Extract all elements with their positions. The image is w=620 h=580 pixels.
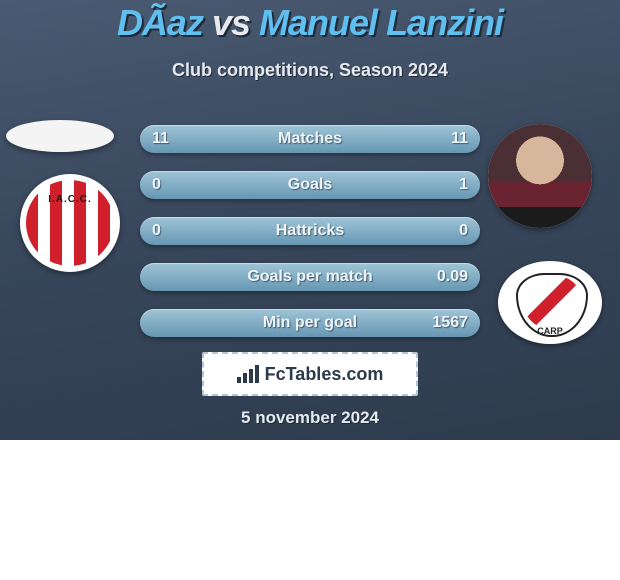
player1-avatar: [6, 120, 114, 152]
title-player-2: Manuel Lanzini: [259, 2, 503, 43]
stat-p2-value: 0.09: [437, 263, 468, 291]
stat-label: Goals per match: [140, 263, 480, 291]
card-title: DÃ­az vs Manuel Lanzini: [0, 2, 620, 44]
stat-p2-value: 1: [459, 171, 468, 199]
comparison-card: DÃ­az vs Manuel Lanzini Club competition…: [0, 0, 620, 580]
player2-face-graphic: [488, 124, 592, 228]
stat-row: 0 Hattricks 0: [140, 217, 480, 245]
stat-p2-value: 1567: [432, 309, 468, 337]
title-vs: vs: [212, 2, 250, 43]
player1-club-crest: [20, 174, 120, 272]
stats-list: 11 Matches 11 0 Goals 1 0 Hattricks 0 Go…: [140, 125, 480, 355]
stat-p2-value: 0: [459, 217, 468, 245]
card-subtitle: Club competitions, Season 2024: [0, 60, 620, 81]
source-text: FcTables.com: [265, 364, 384, 385]
stat-row: 0 Goals 1: [140, 171, 480, 199]
stat-row: Goals per match 0.09: [140, 263, 480, 291]
bars-icon: [237, 365, 261, 383]
source-badge: FcTables.com: [202, 352, 418, 396]
player2-club-crest: CARP: [498, 261, 602, 344]
stat-label: Min per goal: [140, 309, 480, 337]
title-player-1: DÃ­az: [117, 2, 203, 43]
river-shield-code: CARP: [498, 326, 602, 336]
stat-label: Goals: [140, 171, 480, 199]
iacc-shield-graphic: [26, 180, 114, 266]
date-line: 5 november 2024: [0, 408, 620, 428]
stat-row: 11 Matches 11: [140, 125, 480, 153]
stat-p2-value: 11: [451, 125, 468, 153]
stat-label: Matches: [140, 125, 480, 153]
stat-label: Hattricks: [140, 217, 480, 245]
player2-avatar: [488, 124, 592, 228]
stat-row: Min per goal 1567: [140, 309, 480, 337]
